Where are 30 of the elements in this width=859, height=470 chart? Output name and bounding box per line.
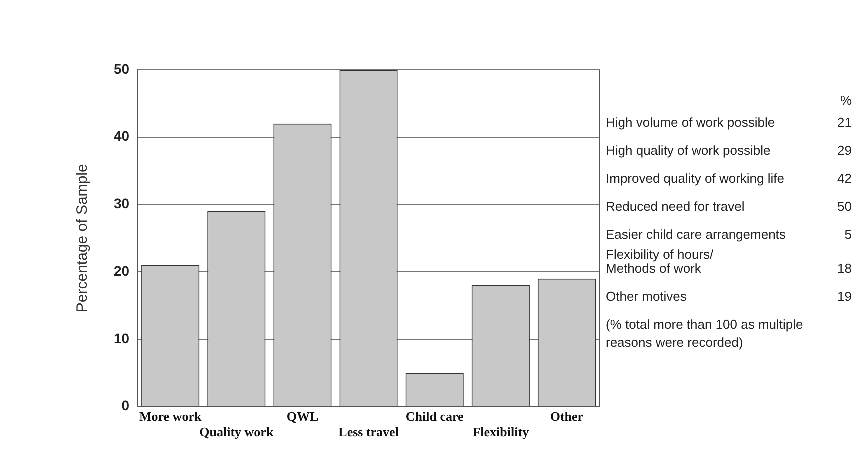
x-tick-label: Quality work (200, 424, 274, 440)
text: 50 (838, 199, 852, 216)
text: Flexibility of hours/ Methods of work (606, 247, 714, 278)
text: Easier child care arrangements (606, 227, 786, 244)
text: 42 (838, 171, 852, 188)
text: 29 (838, 143, 852, 160)
x-tick-label: Less travel (338, 424, 400, 440)
y-tick-label: 10 (114, 330, 130, 346)
text: High volume of work possible (606, 115, 776, 132)
x-tick-label: QWL (286, 408, 319, 424)
text: Other motives (606, 289, 687, 306)
text: 18 (838, 261, 852, 278)
text: Reduced need for travel (606, 199, 745, 216)
y-axis-title: Percentage of Sample (74, 164, 92, 313)
y-tick-label: 20 (114, 262, 130, 279)
x-tick-label: More work (139, 408, 202, 424)
y-tick-label: 50 (114, 60, 130, 77)
y-tick-label: 0 (122, 398, 130, 414)
text: Improved quality of working life (606, 171, 784, 188)
text: % (839, 92, 852, 108)
x-tick-label: Other (550, 408, 584, 424)
text: 5 (844, 227, 852, 244)
x-tick-label: Flexibility (472, 424, 530, 440)
text: 19 (838, 289, 852, 306)
text: 21 (838, 115, 852, 132)
y-tick-label: 40 (114, 128, 130, 144)
text: High quality of work possible (606, 143, 771, 160)
text: (% total more than 100 as multiple reasons were recorded) (606, 316, 804, 352)
y-tick-label: 30 (114, 196, 130, 212)
x-tick-label: Child care (406, 408, 464, 424)
